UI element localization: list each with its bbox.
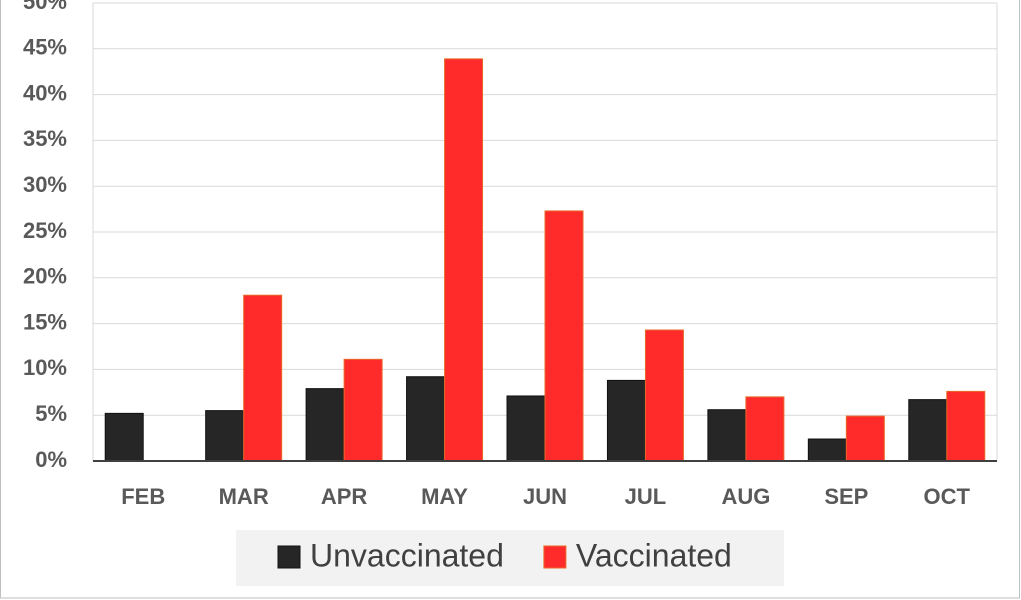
bar [506, 395, 546, 462]
bar [544, 210, 584, 462]
y-tick-label: 30% [23, 172, 67, 197]
bar [243, 294, 283, 462]
bar [908, 399, 948, 462]
legend-box [236, 530, 784, 586]
y-tick-label: 35% [23, 126, 67, 151]
x-tick-label: MAY [421, 484, 468, 509]
x-tick-label: MAR [219, 484, 269, 509]
legend-swatch [543, 545, 567, 569]
bar [644, 329, 684, 462]
x-tick-label: AUG [721, 484, 770, 509]
y-tick-label: 10% [23, 355, 67, 380]
bar [343, 358, 383, 462]
bar [406, 376, 446, 462]
legend-label: Vaccinated [576, 537, 732, 573]
bar [845, 415, 885, 462]
bar [707, 409, 747, 462]
y-tick-label: 20% [23, 264, 67, 289]
y-tick-label: 0% [35, 447, 67, 472]
y-tick-label: 15% [23, 309, 67, 334]
bar [606, 379, 646, 462]
bar [444, 58, 484, 462]
x-tick-label: OCT [924, 484, 971, 509]
bar [807, 438, 847, 462]
bar [745, 396, 785, 462]
bar [205, 410, 245, 462]
x-tick-label: FEB [121, 484, 165, 509]
x-tick-label: JUL [625, 484, 667, 509]
y-tick-label: 50% [23, 0, 67, 14]
bar [946, 390, 986, 462]
x-tick-label: SEP [824, 484, 868, 509]
y-tick-label: 5% [35, 401, 67, 426]
legend-label: Unvaccinated [310, 537, 504, 573]
y-tick-label: 45% [23, 35, 67, 60]
legend-swatch [277, 545, 301, 569]
x-tick-label: JUN [523, 484, 567, 509]
y-tick-label: 40% [23, 80, 67, 105]
bar [104, 412, 144, 462]
y-tick-label: 25% [23, 218, 67, 243]
x-tick-label: APR [321, 484, 368, 509]
bar [305, 388, 345, 462]
